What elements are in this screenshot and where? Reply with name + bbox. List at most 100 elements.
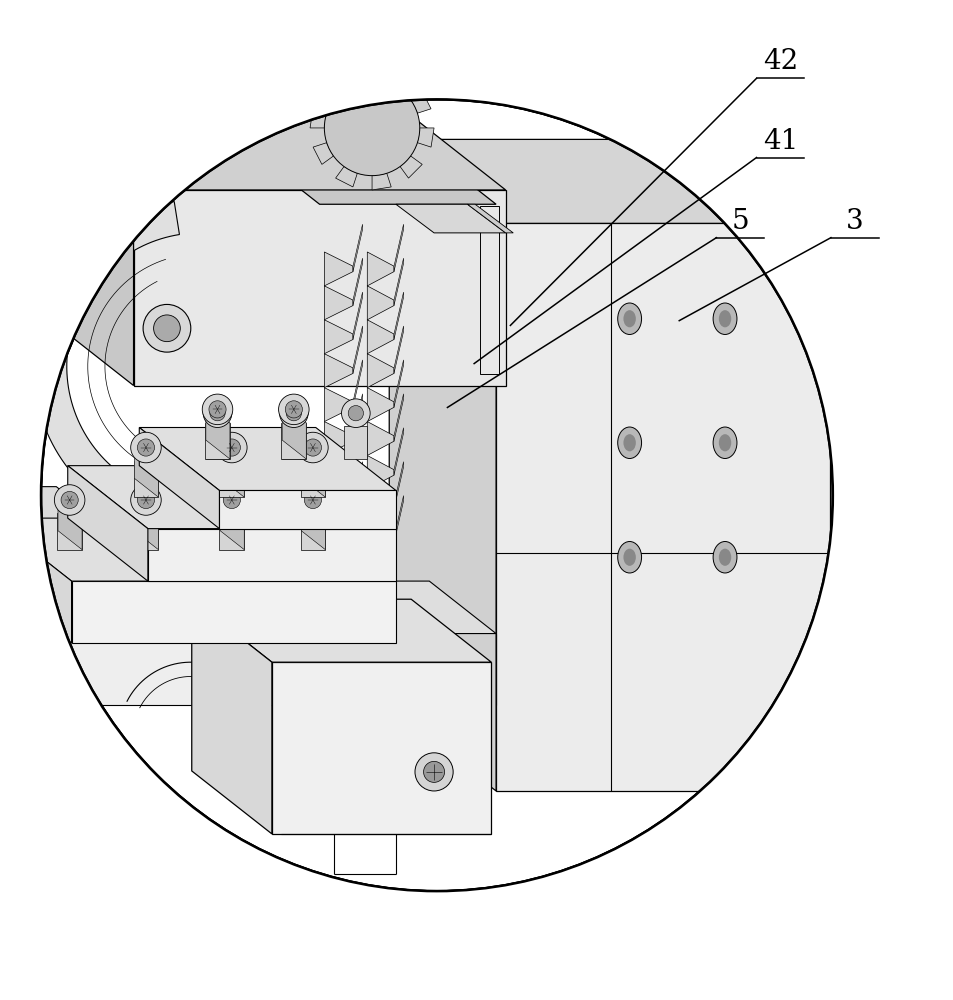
Polygon shape xyxy=(394,462,403,509)
Polygon shape xyxy=(0,487,110,529)
Circle shape xyxy=(203,399,232,427)
Polygon shape xyxy=(192,599,491,662)
Circle shape xyxy=(210,406,225,421)
Polygon shape xyxy=(353,224,362,272)
Circle shape xyxy=(286,406,301,421)
Polygon shape xyxy=(394,326,403,373)
Circle shape xyxy=(324,80,419,176)
Polygon shape xyxy=(394,360,403,407)
Polygon shape xyxy=(301,494,325,550)
Polygon shape xyxy=(367,388,394,422)
Circle shape xyxy=(304,491,321,509)
Polygon shape xyxy=(389,139,829,223)
Polygon shape xyxy=(389,139,496,791)
Text: 41: 41 xyxy=(761,128,798,155)
Polygon shape xyxy=(324,354,353,388)
Polygon shape xyxy=(394,292,403,339)
Circle shape xyxy=(209,401,226,418)
Polygon shape xyxy=(496,223,829,791)
Polygon shape xyxy=(353,258,362,306)
Ellipse shape xyxy=(719,310,731,327)
Polygon shape xyxy=(33,202,179,531)
Polygon shape xyxy=(372,173,391,190)
Ellipse shape xyxy=(799,310,812,327)
Circle shape xyxy=(278,394,309,425)
Polygon shape xyxy=(367,523,394,557)
Polygon shape xyxy=(394,394,403,441)
Polygon shape xyxy=(139,427,219,529)
Polygon shape xyxy=(133,513,158,550)
Circle shape xyxy=(285,401,302,418)
Text: 42: 42 xyxy=(762,48,797,75)
Polygon shape xyxy=(219,490,395,529)
Polygon shape xyxy=(310,109,326,128)
Polygon shape xyxy=(0,487,48,614)
Polygon shape xyxy=(58,494,82,550)
Polygon shape xyxy=(399,156,422,178)
Polygon shape xyxy=(68,466,395,529)
Polygon shape xyxy=(0,85,133,386)
Polygon shape xyxy=(0,581,48,705)
Polygon shape xyxy=(206,426,229,459)
Polygon shape xyxy=(395,204,505,233)
Polygon shape xyxy=(206,404,230,459)
Polygon shape xyxy=(344,426,367,459)
Circle shape xyxy=(131,485,161,515)
Polygon shape xyxy=(239,141,496,204)
Polygon shape xyxy=(386,69,408,89)
Polygon shape xyxy=(324,422,353,455)
Polygon shape xyxy=(324,523,353,557)
Polygon shape xyxy=(324,320,353,354)
Circle shape xyxy=(61,491,78,509)
Ellipse shape xyxy=(793,303,817,334)
Polygon shape xyxy=(394,224,403,272)
Polygon shape xyxy=(133,461,158,497)
Polygon shape xyxy=(219,513,244,550)
Ellipse shape xyxy=(618,303,640,334)
Circle shape xyxy=(341,399,370,427)
Circle shape xyxy=(304,439,321,456)
Circle shape xyxy=(348,406,363,421)
Polygon shape xyxy=(301,442,325,497)
Polygon shape xyxy=(367,422,394,455)
Polygon shape xyxy=(48,529,110,614)
Ellipse shape xyxy=(719,549,731,566)
Polygon shape xyxy=(324,252,353,286)
Ellipse shape xyxy=(623,549,636,566)
Polygon shape xyxy=(353,496,362,543)
Circle shape xyxy=(143,304,191,352)
Polygon shape xyxy=(353,462,362,509)
Polygon shape xyxy=(220,494,244,550)
Ellipse shape xyxy=(719,434,731,451)
Polygon shape xyxy=(133,190,505,386)
Polygon shape xyxy=(139,427,395,490)
Circle shape xyxy=(54,485,85,515)
Polygon shape xyxy=(272,662,491,834)
Polygon shape xyxy=(324,455,353,489)
Polygon shape xyxy=(148,529,395,581)
Polygon shape xyxy=(367,455,394,489)
Polygon shape xyxy=(353,394,362,441)
Text: 5: 5 xyxy=(731,208,748,235)
Text: 3: 3 xyxy=(845,208,862,235)
Circle shape xyxy=(423,761,444,782)
Polygon shape xyxy=(134,494,158,550)
Polygon shape xyxy=(353,66,372,83)
Polygon shape xyxy=(324,388,353,422)
Polygon shape xyxy=(394,258,403,306)
Polygon shape xyxy=(68,466,148,581)
Polygon shape xyxy=(282,404,306,459)
Polygon shape xyxy=(321,78,344,100)
Polygon shape xyxy=(57,513,82,550)
Circle shape xyxy=(216,485,247,515)
Polygon shape xyxy=(367,489,394,523)
Polygon shape xyxy=(300,461,325,497)
Circle shape xyxy=(223,439,240,456)
Circle shape xyxy=(153,315,180,342)
Ellipse shape xyxy=(713,303,736,334)
Ellipse shape xyxy=(618,427,640,459)
Polygon shape xyxy=(313,143,334,164)
Polygon shape xyxy=(0,581,496,634)
Ellipse shape xyxy=(623,434,636,451)
Polygon shape xyxy=(410,91,431,113)
